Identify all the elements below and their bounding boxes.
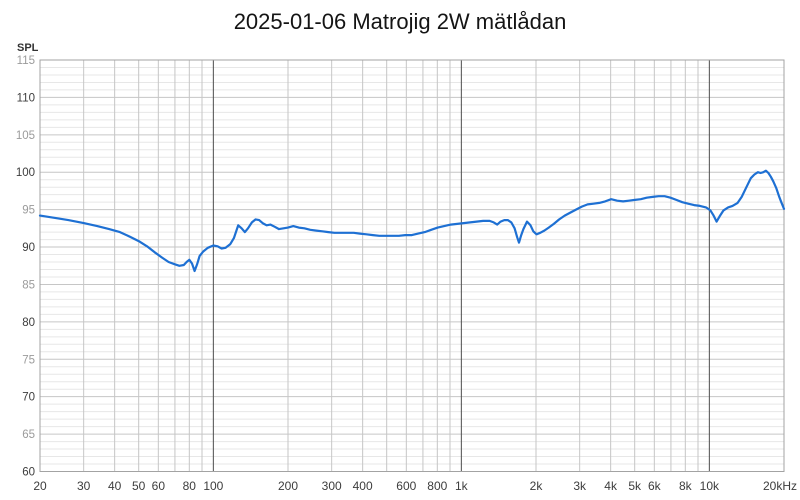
y-tick-label: 85 [22, 279, 35, 291]
x-tick-label: 5k [628, 479, 642, 493]
y-tick-label: 80 [22, 317, 35, 329]
x-tick-labels: 20 30 40 50 60 80 100 200 300 400 600 800 1k 2k 3k 4k 5k… [33, 479, 797, 493]
y-tick-label: 60 [22, 467, 35, 479]
y-tick-label: 95 [22, 205, 35, 217]
y-tick-label: 110 [17, 92, 35, 104]
x-tick-label: 30 [77, 479, 91, 493]
x-tick-label: 600 [396, 479, 416, 493]
x-tick-label: 20kHz [763, 479, 797, 493]
y-tick-label: 105 [16, 130, 35, 142]
x-tick-label: 80 [183, 479, 197, 493]
y-tick-label: 100 [16, 167, 35, 179]
x-tick-label: 2k [530, 479, 544, 493]
y-tick-labels: 60 65 70 75 80 85 90 95 100 105 110 115 [16, 55, 35, 479]
x-tick-label: 3k [573, 479, 587, 493]
response-curve [38, 169, 786, 273]
x-tick-label: 800 [427, 479, 447, 493]
x-tick-label: 10k [700, 479, 720, 493]
x-tick-label: 200 [278, 479, 298, 493]
x-tick-label: 40 [108, 479, 122, 493]
x-tick-label: 4k [604, 479, 618, 493]
chart-title: 2025-01-06 Matrojig 2W mätlådan [233, 9, 567, 34]
y-tick-label: 65 [22, 429, 35, 441]
x-tick-label: 6k [648, 479, 662, 493]
y-tick-label: 115 [17, 55, 35, 67]
minor-horizontal-gridlines [40, 66, 784, 465]
x-tick-label: 1k [455, 479, 469, 493]
x-tick-label: 20 [33, 479, 47, 493]
x-tick-label: 400 [353, 479, 373, 493]
x-tick-label: 60 [152, 479, 166, 493]
minor-vertical-gridlines [83, 60, 699, 472]
decade-gridlines [212, 60, 710, 472]
y-tick-label: 90 [22, 242, 35, 254]
y-axis-label: SPL [17, 42, 39, 54]
x-tick-label: 8k [679, 479, 693, 493]
x-tick-label: 300 [322, 479, 342, 493]
x-tick-label: 50 [132, 479, 146, 493]
y-tick-label: 75 [22, 354, 35, 366]
y-tick-label: 70 [22, 392, 35, 404]
plot-border [39, 59, 785, 472]
major-horizontal-gridlines [40, 96, 784, 435]
x-tick-label: 100 [203, 479, 223, 493]
